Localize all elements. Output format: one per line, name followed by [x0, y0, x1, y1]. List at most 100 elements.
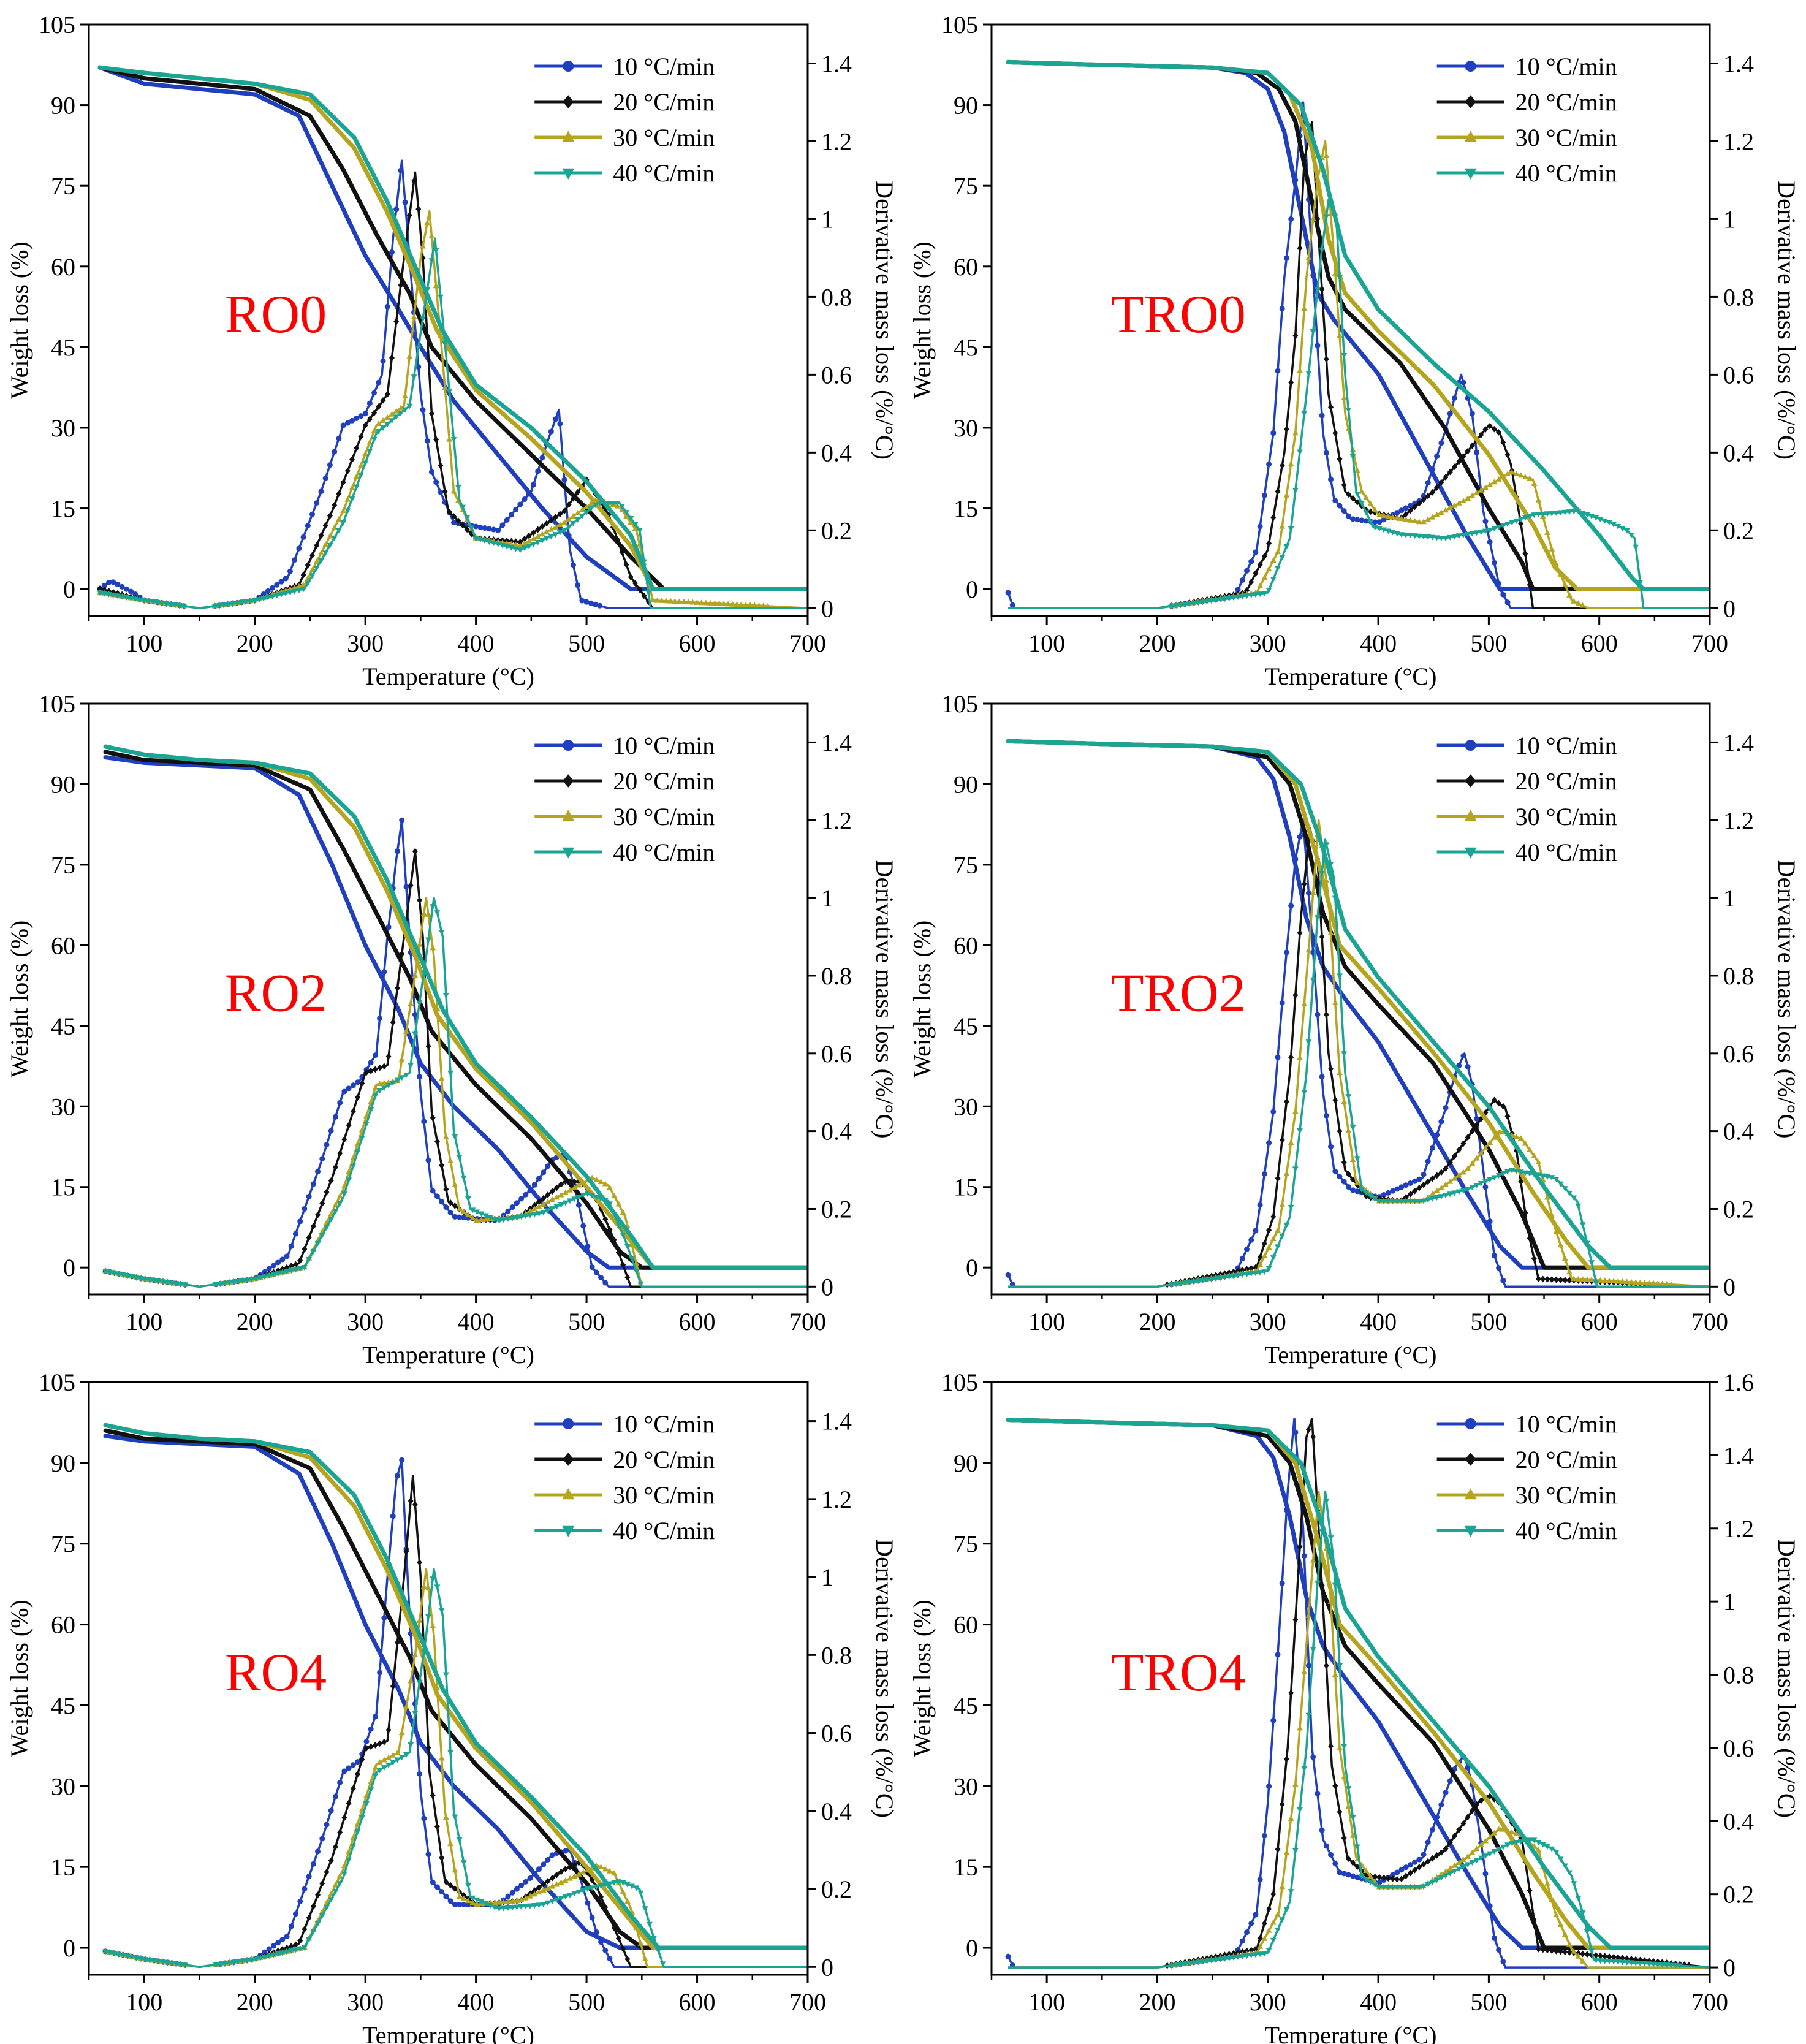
dtg-point	[1473, 1845, 1480, 1852]
dtg-point	[1491, 1175, 1498, 1181]
x-tick-label: 400	[1360, 1308, 1397, 1335]
dtg-point	[1327, 203, 1334, 209]
dtg-point	[1354, 1874, 1360, 1880]
dtg-point	[332, 1882, 339, 1888]
dtg-point	[729, 601, 736, 607]
dtg-point	[222, 1961, 228, 1967]
dtg-point	[1283, 492, 1290, 498]
dtg-point	[324, 1188, 330, 1196]
dtg-point	[434, 1823, 440, 1830]
dtg-point	[1319, 933, 1325, 940]
dtg-point	[531, 1871, 537, 1877]
dtg-point	[1345, 1803, 1352, 1809]
dtg-point	[358, 433, 364, 440]
dtg-point	[169, 1961, 175, 1967]
dtg-point	[412, 1501, 418, 1508]
dtg-point	[1561, 1931, 1568, 1937]
dtg-point	[1350, 1873, 1356, 1879]
dtg-point	[279, 1256, 286, 1263]
dtg-point	[132, 591, 138, 597]
dtg-point	[482, 525, 488, 531]
dtg-point	[322, 475, 328, 481]
dtg-point	[433, 436, 439, 443]
dtg-point	[1611, 1953, 1617, 1961]
dtg-point	[1495, 1847, 1502, 1853]
legend-label: 10 °C/min	[1516, 53, 1617, 80]
dtg-point	[1328, 403, 1334, 411]
dtg-point	[279, 1937, 286, 1943]
dtg-point	[1473, 530, 1480, 536]
dtg-point	[496, 1218, 503, 1224]
dtg-point	[1504, 471, 1511, 477]
dtg-point	[452, 1814, 458, 1820]
dtg-point	[1314, 915, 1321, 921]
dtg-point	[412, 972, 419, 978]
y-tick-label: 30	[51, 414, 75, 442]
dtg-point	[398, 1730, 405, 1736]
dtg-point	[1455, 1859, 1462, 1865]
dtg-point	[341, 1871, 347, 1877]
dtg-point	[438, 1608, 445, 1614]
dtg-point	[628, 515, 634, 522]
dtg-point	[504, 1217, 511, 1223]
dtg-point	[366, 416, 373, 423]
dtg-point	[1571, 1195, 1577, 1201]
dtg-point	[257, 1275, 264, 1281]
y2-tick-label: 0.4	[1723, 439, 1754, 466]
dtg-point	[1522, 550, 1528, 557]
dtg-point	[302, 1886, 308, 1892]
dtg-point	[620, 1233, 626, 1239]
dtg-point	[1474, 1115, 1480, 1122]
dtg-point	[765, 602, 771, 609]
dtg-point	[425, 1043, 431, 1050]
dtg-point	[1292, 1848, 1299, 1854]
dtg-point	[1341, 1834, 1347, 1842]
dtg-point	[278, 579, 284, 585]
dtg-point	[658, 597, 665, 603]
dtg-point	[583, 503, 590, 509]
dtg-point	[563, 1865, 569, 1872]
dtg-point	[1412, 1866, 1418, 1874]
dtg-point	[371, 427, 378, 433]
dtg-point	[1465, 1187, 1471, 1193]
dtg-point	[1438, 1184, 1444, 1190]
dtg-point	[1363, 1871, 1369, 1879]
y-tick-label: 45	[954, 333, 978, 361]
dtg-point	[102, 1269, 109, 1275]
legend-marker	[1465, 774, 1476, 788]
dtg-point	[127, 596, 134, 602]
dtg-point	[446, 389, 453, 395]
dtg-point	[1354, 517, 1360, 523]
dtg-point	[270, 1943, 276, 1949]
dtg-point	[1376, 1874, 1383, 1881]
dtg-point	[553, 514, 559, 521]
dtg-point	[1438, 1169, 1444, 1176]
dtg-point	[394, 1639, 400, 1646]
dtg-point	[1518, 1178, 1524, 1185]
dtg-point	[557, 420, 563, 427]
dtg-point	[549, 1883, 556, 1889]
dtg-point	[350, 1163, 357, 1169]
dtg-point	[541, 1881, 547, 1888]
dtg-point	[417, 897, 423, 904]
dtg-point	[1191, 1279, 1197, 1285]
dtg-point	[105, 579, 112, 585]
dtg-point	[1394, 1875, 1400, 1883]
dtg-point	[319, 1913, 325, 1919]
dtg-point	[553, 1184, 560, 1191]
dtg-point	[288, 1943, 294, 1950]
dtg-point	[1394, 509, 1400, 515]
dtg-point	[1257, 1943, 1264, 1949]
dtg-point	[266, 1953, 273, 1959]
dtg-point	[1292, 1781, 1299, 1787]
dtg-point	[1527, 1235, 1533, 1242]
dtg-point	[1221, 1275, 1228, 1281]
dtg-point	[368, 1060, 374, 1066]
dtg-point	[297, 1937, 303, 1944]
dtg-point	[297, 1218, 303, 1225]
dtg-point	[574, 517, 581, 523]
dtg-point	[1509, 1841, 1516, 1847]
dtg-point	[1482, 528, 1489, 534]
dtg-point	[1535, 512, 1542, 518]
legend-marker	[1465, 1453, 1476, 1466]
